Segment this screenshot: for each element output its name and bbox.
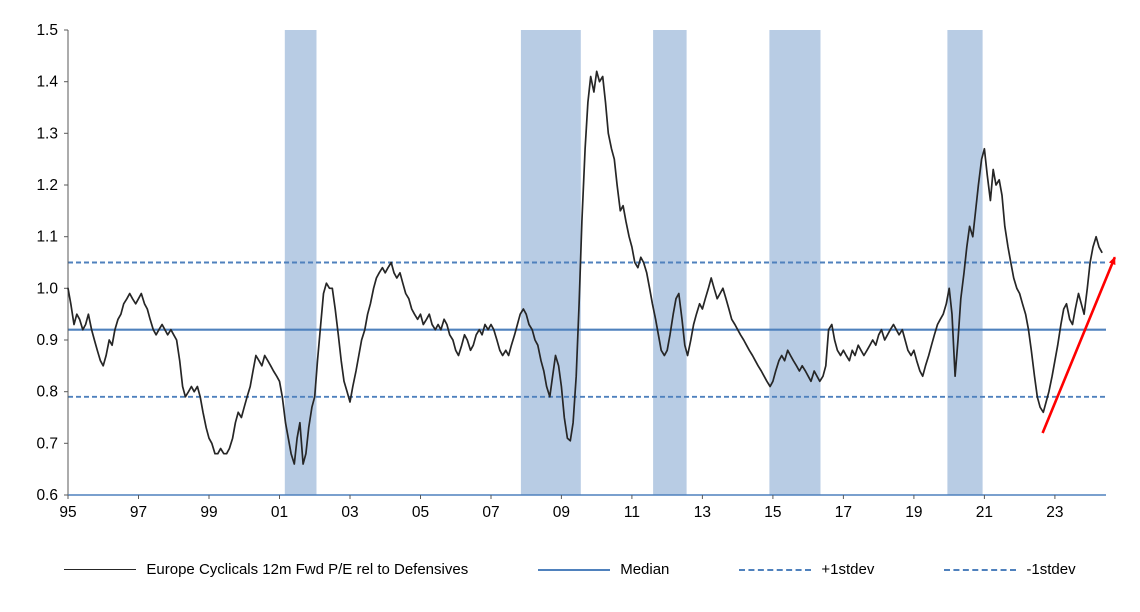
x-tick-label: 19 — [905, 504, 922, 521]
y-tick-label: 0.6 — [36, 487, 58, 504]
x-tick-label: 97 — [130, 504, 147, 521]
legend-label-series: Europe Cyclicals 12m Fwd P/E rel to Defe… — [146, 561, 469, 578]
x-tick-label: 95 — [59, 504, 76, 521]
legend-item-minus1stdev: -1stdev — [944, 561, 1076, 578]
x-tick-label: 05 — [412, 504, 429, 521]
x-tick-label: 13 — [694, 504, 711, 521]
chart-area: 0.6 0.7 0.8 0.9 1.0 1.1 1.2 1.3 1.4 1.5 95 97 99 01 03… — [36, 22, 1117, 521]
x-tick-label: 07 — [482, 504, 499, 521]
x-axis-labels: 95 97 99 01 03 05 07 09 11 13 15 17 19 21 23 — [59, 495, 1064, 521]
y-axis-labels: 0.6 0.7 0.8 0.9 1.0 1.1 1.2 1.3 1.4 1.5 — [36, 22, 68, 504]
plus1stdev-line-sample — [739, 568, 812, 571]
y-tick-label: 1.0 — [36, 280, 58, 297]
legend-label-plus1stdev: +1stdev — [821, 561, 875, 578]
trend-arrow — [1041, 256, 1117, 434]
y-tick-label: 0.9 — [36, 332, 58, 349]
median-line-sample — [538, 568, 611, 571]
y-tick-label: 0.7 — [36, 435, 58, 452]
y-tick-label: 1.4 — [36, 74, 58, 91]
legend-item-median: Median — [538, 561, 669, 578]
x-tick-label: 03 — [341, 504, 358, 521]
x-tick-label: 99 — [200, 504, 217, 521]
y-tick-label: 1.2 — [36, 177, 58, 194]
relative-pe-chart: 0.6 0.7 0.8 0.9 1.0 1.1 1.2 1.3 1.4 1.5 95 97 99 01 03… — [36, 22, 1117, 521]
x-tick-label: 21 — [976, 504, 993, 521]
legend-item-series: Europe Cyclicals 12m Fwd P/E rel to Defe… — [64, 561, 468, 578]
series-line — [67, 70, 1103, 465]
legend-label-median: Median — [620, 561, 670, 578]
minus1stdev-line-sample — [944, 568, 1017, 571]
x-tick-label: 01 — [271, 504, 288, 521]
recession-band — [769, 30, 821, 495]
y-tick-label: 1.5 — [36, 22, 58, 39]
y-tick-label: 0.8 — [36, 384, 58, 401]
legend-label-minus1stdev: -1stdev — [1026, 561, 1076, 578]
x-tick-label: 23 — [1046, 504, 1063, 521]
legend-item-plus1stdev: +1stdev — [739, 561, 874, 578]
x-tick-label: 17 — [835, 504, 852, 521]
x-tick-label: 15 — [764, 504, 781, 521]
y-tick-label: 1.3 — [36, 125, 58, 142]
y-tick-label: 1.1 — [36, 229, 58, 246]
series-line-sample — [64, 569, 137, 570]
x-tick-label: 11 — [624, 504, 640, 521]
legend: Europe Cyclicals 12m Fwd P/E rel to Defe… — [0, 561, 1140, 578]
x-tick-label: 09 — [553, 504, 570, 521]
